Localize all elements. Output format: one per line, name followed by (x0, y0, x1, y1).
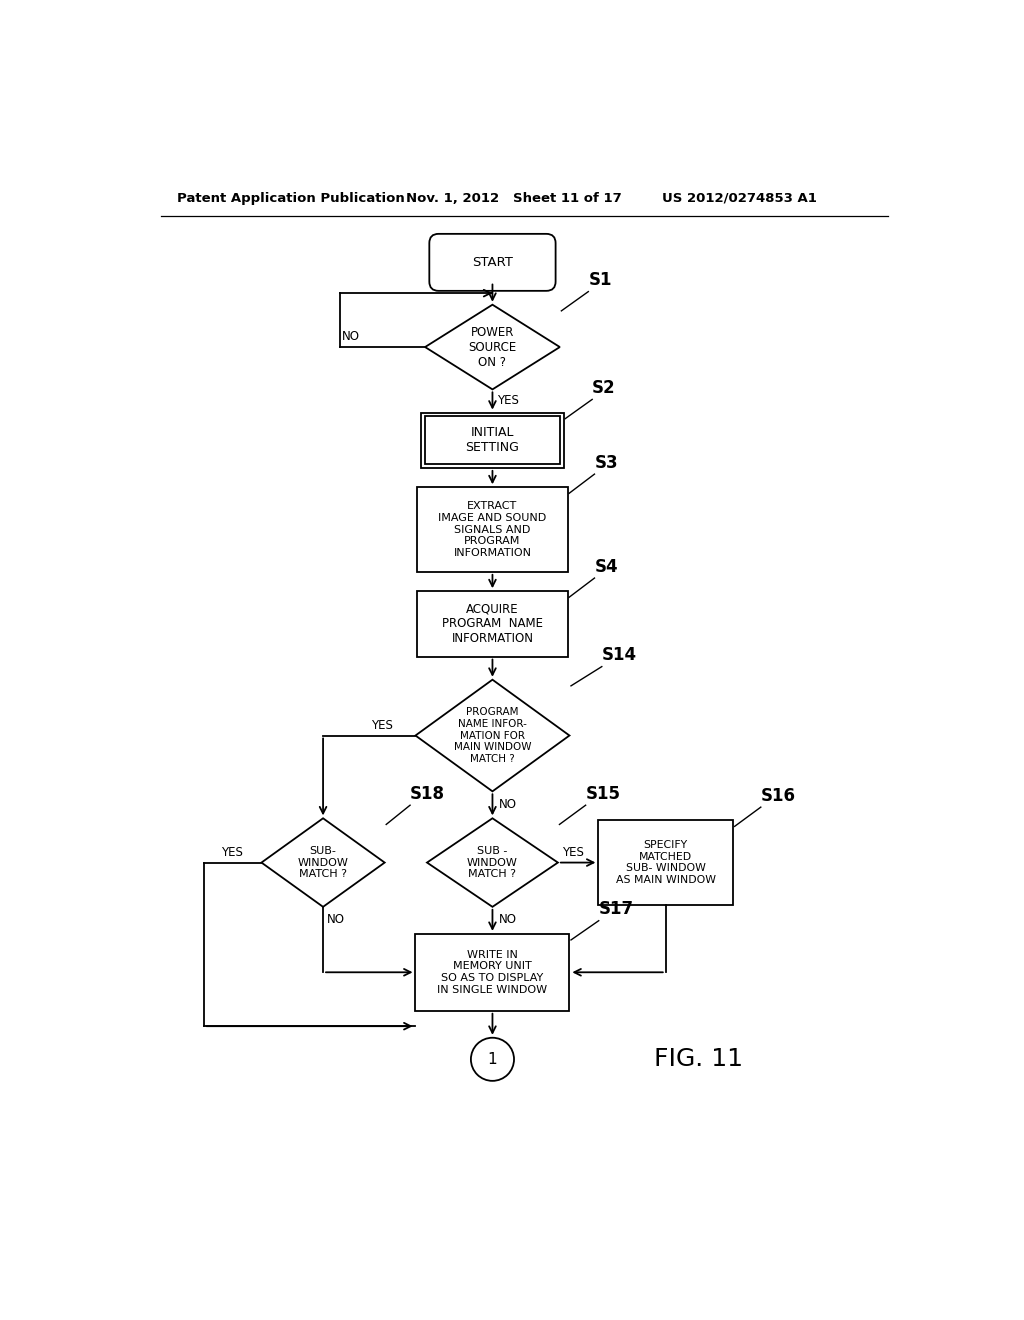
FancyBboxPatch shape (598, 820, 733, 906)
Text: YES: YES (497, 395, 519, 408)
FancyBboxPatch shape (418, 591, 567, 656)
Text: S1: S1 (589, 272, 611, 289)
Text: 1: 1 (487, 1052, 498, 1067)
Text: S14: S14 (602, 647, 637, 664)
Text: S16: S16 (761, 787, 796, 805)
Text: NO: NO (327, 913, 345, 927)
Text: WRITE IN
MEMORY UNIT
SO AS TO DISPLAY
IN SINGLE WINDOW: WRITE IN MEMORY UNIT SO AS TO DISPLAY IN… (437, 950, 548, 995)
Polygon shape (261, 818, 385, 907)
Text: S4: S4 (595, 558, 618, 576)
Text: YES: YES (221, 846, 244, 859)
Text: SPECIFY
MATCHED
SUB- WINDOW
AS MAIN WINDOW: SPECIFY MATCHED SUB- WINDOW AS MAIN WIND… (615, 840, 716, 884)
Text: Nov. 1, 2012   Sheet 11 of 17: Nov. 1, 2012 Sheet 11 of 17 (407, 191, 622, 205)
FancyBboxPatch shape (418, 487, 567, 572)
Text: SUB -
WINDOW
MATCH ?: SUB - WINDOW MATCH ? (467, 846, 518, 879)
Text: S3: S3 (595, 454, 618, 471)
Text: INITIAL
SETTING: INITIAL SETTING (466, 426, 519, 454)
Text: FIG. 11: FIG. 11 (654, 1047, 743, 1072)
FancyBboxPatch shape (429, 234, 556, 290)
FancyBboxPatch shape (425, 416, 560, 465)
Text: ACQUIRE
PROGRAM  NAME
INFORMATION: ACQUIRE PROGRAM NAME INFORMATION (442, 602, 543, 645)
Text: S15: S15 (586, 785, 621, 803)
Text: POWER
SOURCE
ON ?: POWER SOURCE ON ? (468, 326, 516, 368)
FancyBboxPatch shape (421, 412, 563, 469)
Text: YES: YES (371, 718, 392, 731)
Text: PROGRAM
NAME INFOR-
MATION FOR
MAIN WINDOW
MATCH ?: PROGRAM NAME INFOR- MATION FOR MAIN WIND… (454, 708, 531, 764)
Text: NO: NO (499, 797, 517, 810)
Text: NO: NO (499, 913, 517, 927)
Text: START: START (472, 256, 513, 269)
Text: Patent Application Publication: Patent Application Publication (177, 191, 404, 205)
Text: YES: YES (562, 846, 584, 859)
FancyBboxPatch shape (416, 933, 569, 1011)
Text: US 2012/0274853 A1: US 2012/0274853 A1 (662, 191, 817, 205)
Text: SUB-
WINDOW
MATCH ?: SUB- WINDOW MATCH ? (298, 846, 348, 879)
Polygon shape (416, 680, 569, 792)
Text: S17: S17 (599, 900, 634, 919)
Circle shape (471, 1038, 514, 1081)
Text: S2: S2 (592, 379, 615, 397)
Polygon shape (427, 818, 558, 907)
Text: EXTRACT
IMAGE AND SOUND
SIGNALS AND
PROGRAM
INFORMATION: EXTRACT IMAGE AND SOUND SIGNALS AND PROG… (438, 502, 547, 558)
Text: NO: NO (342, 330, 359, 343)
Text: S18: S18 (410, 785, 445, 803)
Polygon shape (425, 305, 560, 389)
